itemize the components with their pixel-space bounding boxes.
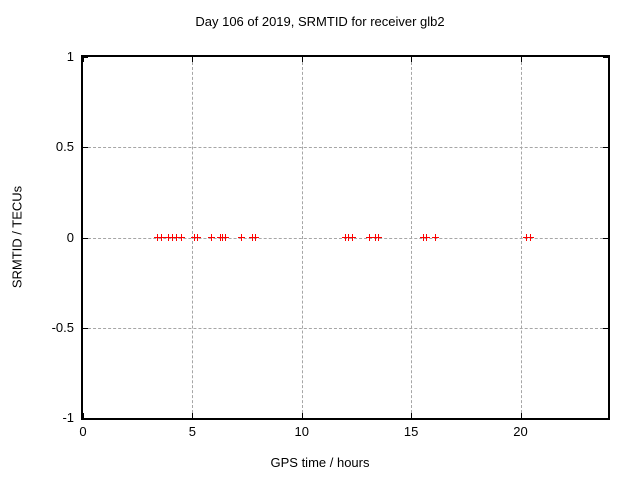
chart-title: Day 106 of 2019, SRMTID for receiver glb…: [195, 14, 445, 29]
x-tick-mark: [520, 57, 522, 62]
data-point-marker: [374, 233, 382, 241]
x-tick-mark: [192, 57, 194, 62]
data-point-marker: [423, 233, 431, 241]
y-tick-mark: [83, 327, 88, 329]
data-point-marker: [523, 233, 531, 241]
data-point-marker: [222, 233, 230, 241]
x-tick-mark: [411, 413, 413, 418]
data-point-marker: [178, 233, 186, 241]
x-tick-label: 10: [294, 424, 309, 439]
y-tick-label: -1: [62, 410, 74, 425]
data-point-marker: [366, 233, 373, 241]
data-point-marker: [348, 233, 356, 241]
y-gridline: [83, 147, 608, 149]
x-tick-mark: [411, 57, 413, 62]
data-point-marker: [527, 233, 534, 241]
x-tick-mark: [83, 57, 84, 62]
x-axis-label: GPS time / hours: [270, 455, 370, 470]
y-tick-label: -0.5: [51, 319, 74, 335]
x-tick-mark: [520, 413, 522, 418]
y-tick-mark: [603, 418, 608, 419]
x-tick-mark: [301, 413, 303, 418]
plot-area: [81, 55, 610, 420]
y-tick-mark: [83, 57, 88, 58]
x-tick-label: 20: [513, 424, 528, 439]
y-tick-mark: [603, 237, 608, 239]
y-tick-label: 0: [66, 229, 74, 245]
y-tick-mark: [603, 327, 608, 329]
data-point-marker: [172, 233, 180, 241]
y-tick-mark: [83, 418, 88, 419]
x-tick-label: 5: [188, 424, 196, 439]
data-point-marker: [432, 233, 440, 241]
x-tick-mark: [83, 413, 84, 418]
x-tick-label: 0: [79, 424, 87, 439]
x-tick-mark: [301, 57, 303, 62]
y-tick-mark: [83, 237, 88, 239]
x-tick-mark: [192, 413, 194, 418]
data-point-marker: [251, 233, 259, 241]
y-tick-label: 1: [66, 49, 74, 64]
data-point-marker: [208, 233, 216, 241]
y-gridline: [83, 327, 608, 329]
data-point-marker: [168, 233, 176, 241]
y-tick-label: 0.5: [55, 139, 74, 155]
y-tick-mark: [603, 57, 608, 58]
data-point-marker: [237, 233, 245, 241]
y-tick-mark: [83, 147, 88, 149]
x-tick-label: 15: [403, 424, 419, 439]
y-tick-mark: [603, 147, 608, 149]
data-point-marker: [157, 233, 165, 241]
data-point-marker: [164, 233, 172, 241]
data-point-marker: [194, 233, 202, 241]
